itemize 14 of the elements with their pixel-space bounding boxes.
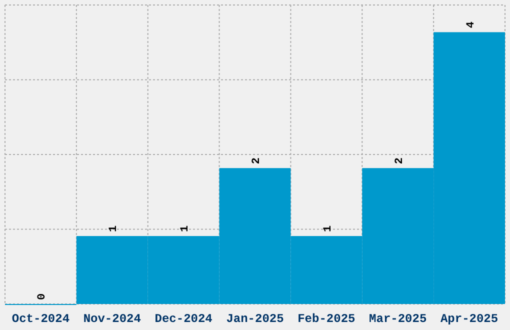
data-label: 0 [36, 293, 49, 300]
x-tick-label: Apr-2025 [440, 312, 498, 326]
data-label: 1 [180, 225, 192, 232]
data-label: 2 [251, 157, 263, 164]
data-label: 1 [322, 225, 334, 232]
x-tick-label: Oct-2024 [12, 312, 70, 326]
data-label: 2 [394, 157, 406, 164]
data-label: 4 [465, 21, 478, 28]
data-label: 1 [108, 225, 120, 232]
x-tick-label: Mar-2025 [369, 312, 427, 326]
x-tick-label: Jan-2025 [226, 312, 284, 326]
x-tick-label: Feb-2025 [298, 312, 356, 326]
x-tick-label: Dec-2024 [154, 312, 212, 326]
x-tick-label: Nov-2024 [83, 312, 141, 326]
